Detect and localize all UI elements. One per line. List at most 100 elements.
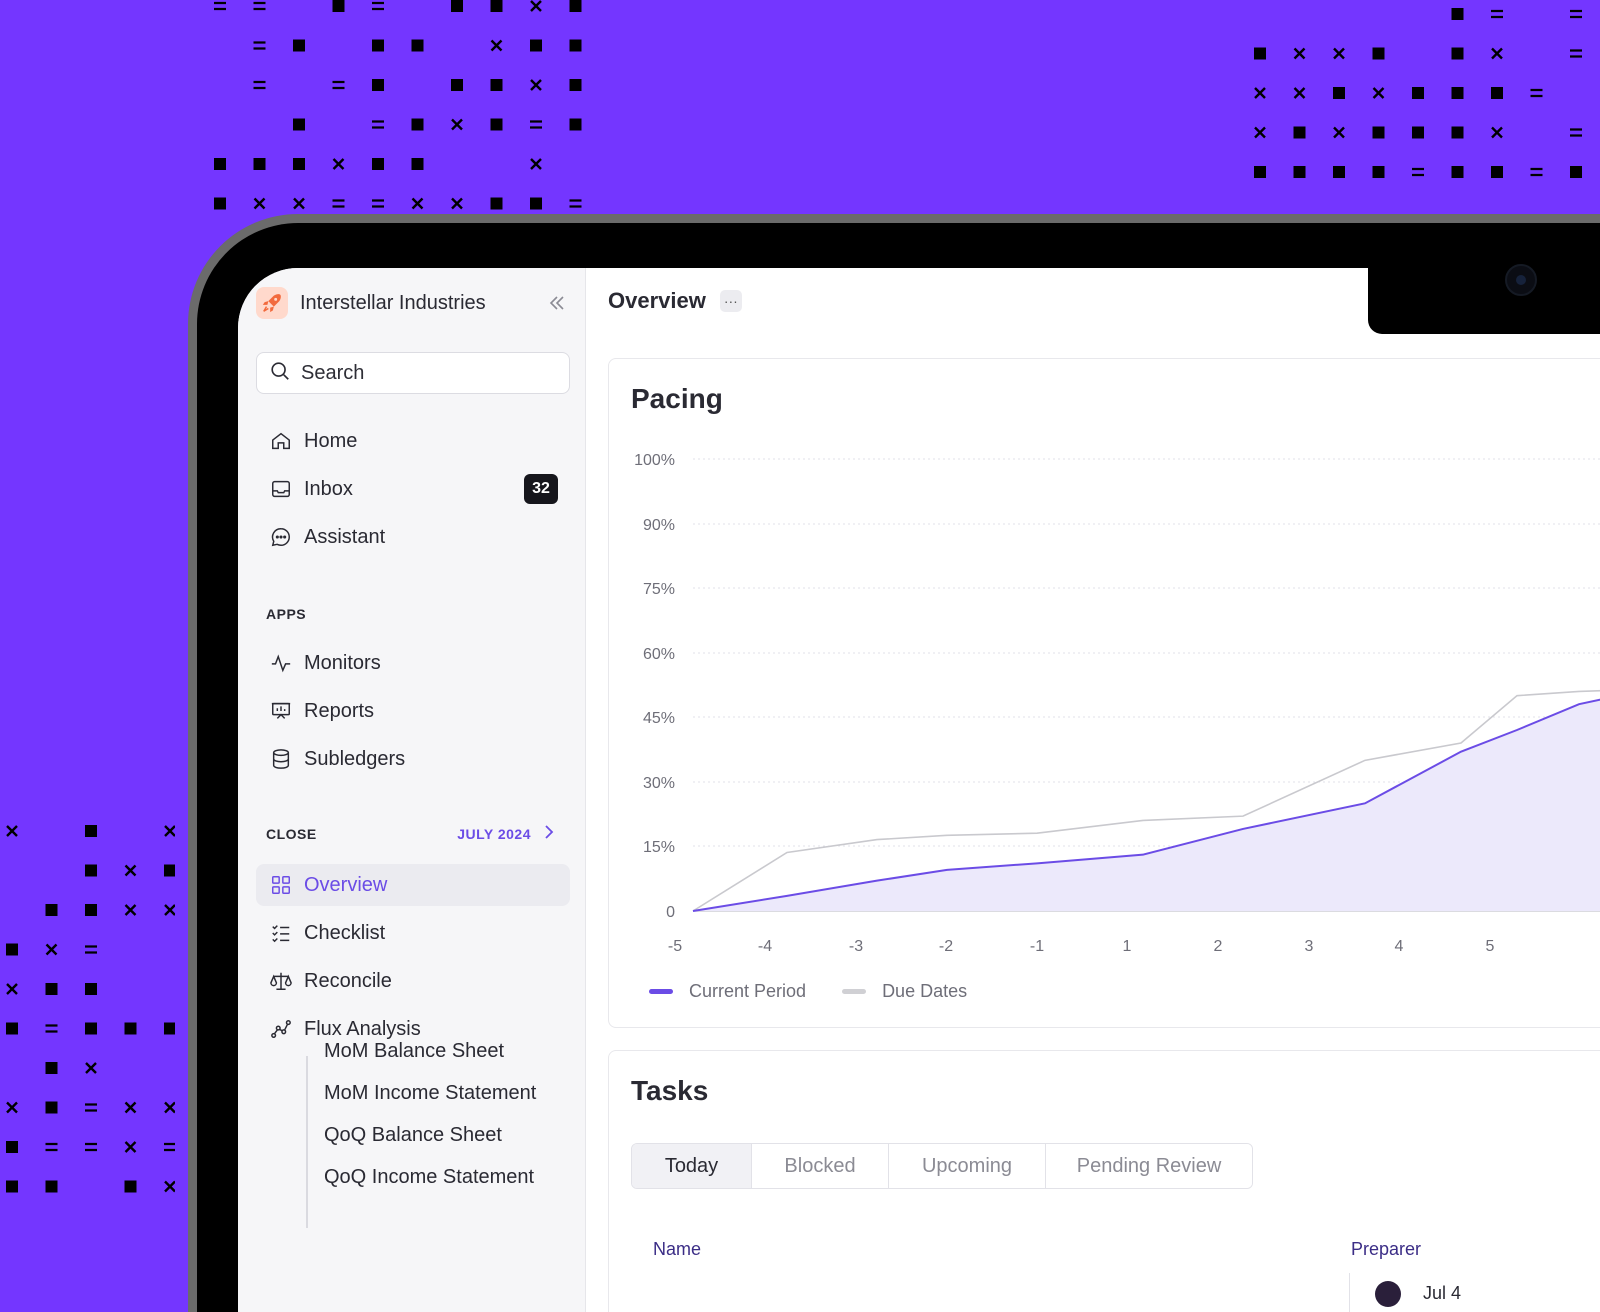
tab-blocked[interactable]: Blocked: [752, 1144, 889, 1188]
checklist-icon: [268, 920, 294, 946]
pattern-square: [164, 864, 175, 877]
pattern-square: [1451, 8, 1464, 20]
pattern-cross: [6, 825, 18, 837]
app-screen: Interstellar Industries Home: [238, 268, 1600, 1312]
presentation-chart-icon: [268, 698, 294, 724]
pattern-square: [372, 39, 384, 52]
nav-label: Inbox: [304, 477, 353, 500]
pattern-cross: [45, 943, 58, 956]
pattern-square: [1333, 166, 1345, 178]
close-section-label: CLOSE: [266, 826, 317, 842]
y-tick-label: 45%: [643, 710, 675, 727]
device-notch: [1368, 268, 1600, 334]
pattern-cross: [411, 197, 424, 210]
nav-item-subledgers[interactable]: Subledgers: [256, 738, 570, 780]
pattern-square: [45, 1062, 58, 1074]
pattern-square: [85, 825, 97, 837]
tab-pending-review[interactable]: Pending Review: [1046, 1144, 1252, 1188]
inbox-icon: [268, 476, 294, 502]
column-header-name[interactable]: Name: [653, 1239, 702, 1259]
pattern-equals: [85, 945, 97, 954]
pattern-square: [530, 197, 542, 210]
pattern-cross: [164, 825, 175, 837]
pattern-equals: [1570, 128, 1582, 137]
nav-label: Reconcile: [304, 969, 392, 992]
pattern-square: [569, 39, 582, 52]
search-box[interactable]: [256, 352, 570, 394]
pattern-cross: [164, 1101, 175, 1114]
nav-item-flux-analysis[interactable]: Flux Analysis: [256, 1008, 570, 1050]
pattern-square: [124, 1180, 137, 1193]
legend-label: Due Dates: [882, 981, 968, 1001]
sub-item-mom-balance-sheet[interactable]: MoM Balance Sheet: [324, 1040, 505, 1062]
pattern-square: [332, 0, 345, 12]
tasks-tabs: Today Blocked Upcoming Pending Review: [631, 1143, 1253, 1189]
more-options-button[interactable]: ···: [719, 290, 742, 312]
pattern-cross: [1333, 47, 1345, 60]
pattern-square: [6, 1141, 18, 1153]
pattern-cross: [6, 1101, 18, 1114]
nav-item-assistant[interactable]: Assistant: [256, 516, 570, 558]
x-tick-label: -5: [668, 938, 682, 955]
org-switcher[interactable]: Interstellar Industries: [256, 286, 569, 320]
pattern-square: [85, 1022, 97, 1035]
nav-item-inbox[interactable]: Inbox 32: [256, 468, 570, 510]
pattern-cross: [1491, 126, 1503, 139]
pattern-equals: [569, 199, 582, 208]
sidebar: Interstellar Industries Home: [238, 268, 586, 1312]
nav-item-monitors[interactable]: Monitors: [256, 642, 570, 684]
pattern-equals: [253, 41, 266, 50]
nav-item-overview[interactable]: Overview: [256, 864, 570, 906]
pattern-square: [1570, 166, 1582, 178]
y-tick-label: 15%: [643, 839, 675, 856]
pattern-cross: [530, 79, 542, 91]
pattern-square: [490, 118, 503, 131]
pattern-equals: [85, 1103, 97, 1112]
pattern-cross: [1254, 126, 1266, 139]
x-tick-label: 4: [1395, 938, 1404, 955]
pattern-square: [1412, 87, 1424, 99]
pattern-cross: [1254, 87, 1266, 99]
tab-upcoming[interactable]: Upcoming: [889, 1144, 1046, 1188]
search-icon: [269, 360, 291, 387]
activity-icon: [268, 650, 294, 676]
nav-item-home[interactable]: Home: [256, 420, 570, 462]
search-input[interactable]: [301, 361, 541, 385]
trend-nodes-icon: [268, 1016, 294, 1042]
tab-today[interactable]: Today: [632, 1144, 752, 1188]
pattern-square: [45, 904, 58, 916]
pattern-square: [214, 158, 226, 170]
column-header-preparer[interactable]: Preparer: [1351, 1239, 1422, 1259]
pattern-equals: [45, 1024, 58, 1033]
database-icon: [268, 746, 294, 772]
pattern-square: [85, 864, 97, 877]
pattern-square: [1491, 87, 1503, 99]
pattern-equals: [1530, 167, 1543, 177]
pattern-cross: [490, 39, 503, 52]
pattern-equals: [214, 1, 226, 11]
nav-item-checklist[interactable]: Checklist: [256, 912, 570, 954]
sub-item-qoq-balance-sheet[interactable]: QoQ Balance Sheet: [324, 1124, 502, 1146]
close-period-selector[interactable]: JULY 2024: [457, 824, 555, 843]
nav-label: Assistant: [304, 525, 386, 548]
pattern-square: [1333, 87, 1345, 99]
pattern-cross: [1293, 47, 1306, 60]
decorative-pattern-top-right: [1248, 8, 1600, 208]
pattern-equals: [372, 199, 384, 208]
nav-item-reports[interactable]: Reports: [256, 690, 570, 732]
pattern-cross: [332, 158, 345, 170]
decorative-pattern-top-left: [208, 0, 598, 215]
main-content: Overview ··· Pacing 0 15% 30% 45% 60% 75% 90% 1…: [586, 268, 1600, 1312]
pattern-equals: [332, 199, 345, 208]
current-period-line: [692, 698, 1600, 912]
pattern-square: [411, 158, 424, 170]
pattern-square: [1372, 126, 1385, 139]
collapse-sidebar-icon[interactable]: [545, 291, 569, 315]
x-tick-label: 2: [1214, 938, 1223, 955]
pattern-square: [1254, 47, 1266, 60]
sub-item-mom-income-statement[interactable]: MoM Income Statement: [324, 1082, 537, 1104]
pattern-square: [411, 39, 424, 52]
sub-item-qoq-income-statement[interactable]: QoQ Income Statement: [324, 1166, 535, 1188]
y-tick-label: 75%: [643, 581, 675, 598]
nav-item-reconcile[interactable]: Reconcile: [256, 960, 570, 1002]
